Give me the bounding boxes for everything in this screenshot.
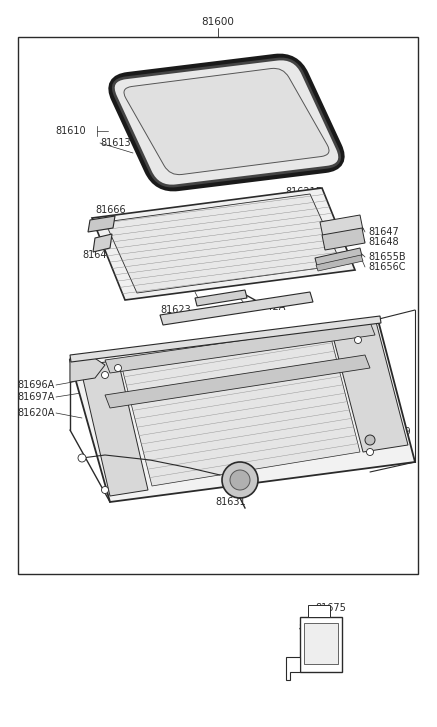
Text: 81675: 81675 (315, 603, 346, 613)
Polygon shape (330, 318, 408, 452)
Polygon shape (120, 326, 360, 486)
Text: 81656C: 81656C (368, 262, 406, 272)
Text: 81623: 81623 (160, 305, 191, 315)
Circle shape (78, 454, 86, 462)
Circle shape (354, 337, 361, 343)
Text: 81642A: 81642A (248, 302, 285, 312)
Text: 81696A: 81696A (18, 380, 55, 390)
Polygon shape (92, 188, 355, 300)
Polygon shape (70, 355, 105, 382)
Polygon shape (195, 290, 247, 306)
Text: 81678B: 81678B (148, 455, 185, 465)
Text: 81643A: 81643A (82, 250, 119, 260)
Circle shape (114, 364, 121, 371)
Circle shape (222, 462, 258, 498)
Circle shape (101, 371, 108, 379)
Polygon shape (105, 355, 370, 408)
Polygon shape (80, 360, 148, 496)
Polygon shape (316, 255, 363, 271)
FancyBboxPatch shape (18, 37, 418, 574)
Text: 81677: 81677 (298, 623, 329, 633)
FancyBboxPatch shape (300, 617, 342, 672)
Polygon shape (286, 657, 300, 680)
Polygon shape (315, 248, 362, 266)
Polygon shape (70, 316, 381, 362)
Text: 81621B: 81621B (285, 187, 323, 197)
PathPatch shape (113, 59, 340, 186)
Polygon shape (70, 320, 415, 502)
Polygon shape (160, 292, 313, 325)
Circle shape (101, 486, 108, 494)
Text: 81648: 81648 (368, 237, 399, 247)
Text: 81647: 81647 (368, 227, 399, 237)
Text: 81613: 81613 (100, 138, 131, 148)
Text: 81655B: 81655B (368, 252, 406, 262)
FancyBboxPatch shape (304, 623, 338, 664)
Text: 81620A: 81620A (17, 408, 55, 418)
PathPatch shape (124, 68, 329, 174)
Polygon shape (88, 216, 115, 232)
Text: 81631: 81631 (215, 497, 246, 507)
Text: 81697A: 81697A (17, 392, 55, 402)
Polygon shape (320, 215, 363, 237)
FancyBboxPatch shape (308, 605, 330, 617)
Text: 81641: 81641 (175, 281, 206, 291)
Circle shape (230, 470, 250, 490)
Text: 81600: 81600 (201, 17, 234, 27)
Polygon shape (105, 322, 375, 373)
Text: 81689: 81689 (380, 427, 411, 437)
Polygon shape (93, 234, 112, 252)
Circle shape (367, 449, 374, 456)
PathPatch shape (114, 59, 339, 186)
Text: 81690: 81690 (380, 438, 411, 448)
Circle shape (365, 435, 375, 445)
Text: 81610: 81610 (55, 126, 86, 136)
Polygon shape (105, 194, 342, 293)
Polygon shape (322, 228, 365, 250)
Text: 81666: 81666 (95, 205, 125, 215)
